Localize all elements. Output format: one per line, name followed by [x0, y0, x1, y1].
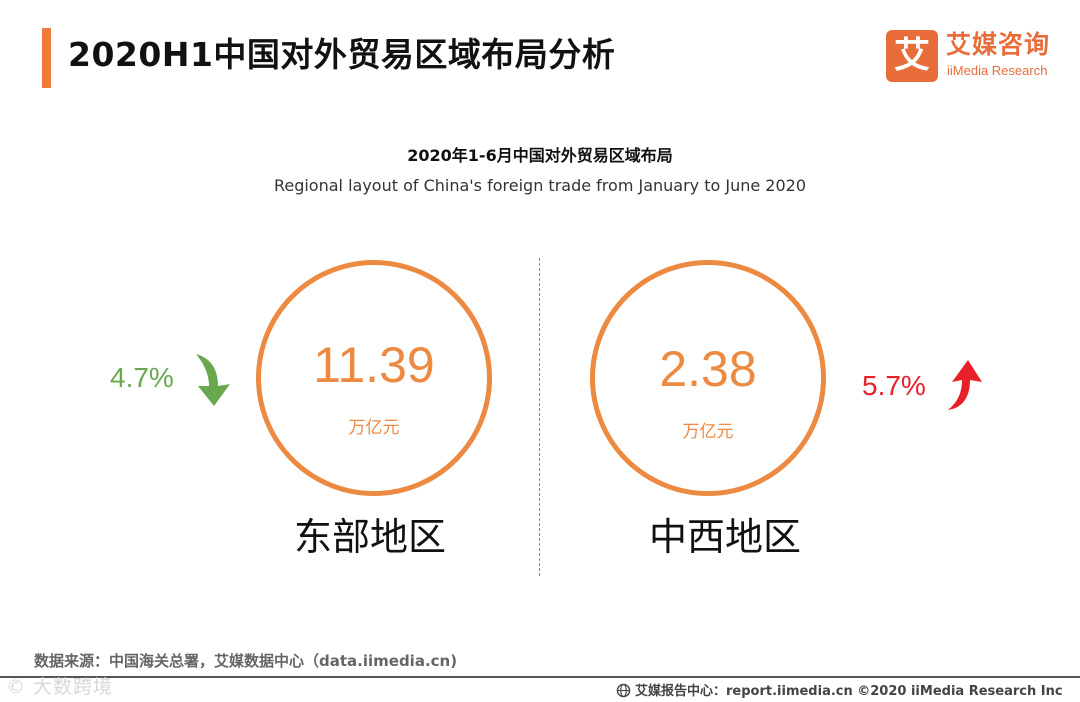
data-source-note: 数据来源：中国海关总署，艾媒数据中心（data.iimedia.cn)	[34, 652, 458, 670]
west-trade-unit: 万亿元	[682, 422, 734, 442]
east-value-ring: 11.39 万亿元	[256, 260, 492, 496]
east-trade-value: 11.39	[313, 337, 435, 393]
logo-mark: 艾	[886, 30, 938, 82]
title-accent-bar	[42, 28, 51, 88]
footer-divider	[0, 676, 1080, 678]
iimedia-logo: 艾 艾媒咨询 iiMedia Research	[886, 30, 1066, 82]
chart-subtitle-cn: 2020年1-6月中国对外贸易区域布局	[407, 146, 673, 165]
east-trade-unit: 万亿元	[348, 418, 400, 438]
footer-text: 艾媒报告中心：report.iimedia.cn ©2020 iiMedia R…	[635, 684, 1063, 699]
west-region-label: 中西地区	[648, 515, 801, 559]
page-title: 2020H1中国对外贸易区域布局分析	[68, 35, 616, 74]
watermark: © 大数跨境	[6, 676, 114, 698]
west-value-ring: 2.38 万亿元	[590, 260, 826, 496]
region-divider	[539, 258, 540, 576]
east-region-label: 东部地区	[293, 515, 446, 559]
arrow-down-icon	[196, 354, 230, 406]
arrow-up-icon	[948, 360, 982, 410]
west-change-percent: 5.7%	[862, 370, 926, 401]
logo-name-cn: 艾媒咨询	[946, 30, 1051, 59]
globe-icon	[616, 683, 631, 698]
east-change-percent: 4.7%	[110, 362, 174, 393]
footer-credits: 艾媒报告中心：report.iimedia.cn ©2020 iiMedia R…	[616, 680, 1063, 699]
chart-subtitle-en: Regional layout of China's foreign trade…	[273, 176, 807, 195]
logo-name-en: iiMedia Research	[947, 63, 1048, 78]
west-trade-value: 2.38	[659, 341, 757, 397]
